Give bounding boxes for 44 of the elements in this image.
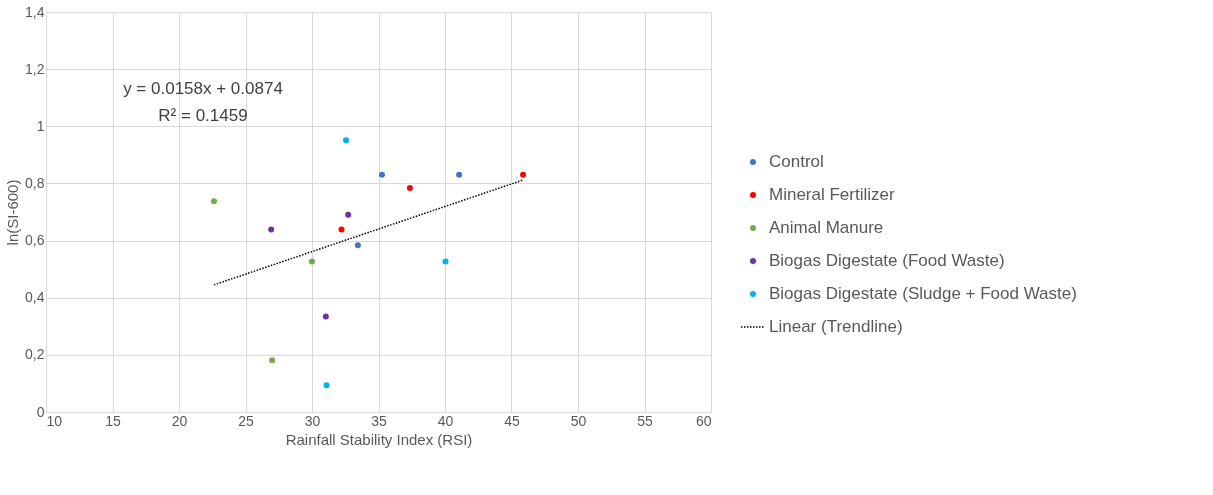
x-tick-label: 35 xyxy=(371,412,387,429)
y-axis-title: ln(SI-600) xyxy=(4,179,22,246)
point xyxy=(345,211,352,218)
point xyxy=(309,258,315,265)
legend-label: Animal Manure xyxy=(769,218,884,237)
y-tick-label: 0,6 xyxy=(25,232,45,249)
y-tick-label: 0,8 xyxy=(25,174,45,191)
y-tick-label: 1 xyxy=(36,117,45,134)
x-tick-label: 45 xyxy=(504,412,520,429)
point xyxy=(338,226,345,233)
x-axis-title: Rainfall Stability Index (RSI) xyxy=(285,430,473,448)
point xyxy=(406,185,413,191)
x-tick-label: 10 xyxy=(46,412,63,429)
point xyxy=(456,171,463,178)
x-tick-label: 25 xyxy=(238,412,254,429)
point xyxy=(520,171,527,178)
y-tick-label: 0 xyxy=(36,403,45,420)
legend-label: Biogas Digestate (Sludge + Food Waste) xyxy=(769,284,1077,303)
x-tick-label: 20 xyxy=(171,412,188,429)
point xyxy=(323,382,330,389)
y-tick-label: 1,4 xyxy=(25,3,45,20)
y-tick-label: 0,4 xyxy=(25,289,45,306)
legend-label: Biogas Digestate (Food Waste) xyxy=(769,251,1005,270)
x-tick-label: 60 xyxy=(695,412,712,429)
legend-label: Control xyxy=(769,152,824,171)
annotation: R² = 0.1459 xyxy=(158,106,248,125)
point xyxy=(268,226,275,233)
annotation: y = 0.0158x + 0.0874 xyxy=(123,79,283,98)
point xyxy=(322,313,329,320)
x-tick-label: 15 xyxy=(105,412,121,429)
point xyxy=(210,198,217,205)
x-tick-label: 50 xyxy=(570,412,587,429)
point xyxy=(269,357,276,364)
point xyxy=(378,171,385,178)
y-tick-label: 1,2 xyxy=(25,60,45,77)
legend-label: Mineral Fertilizer xyxy=(769,185,895,204)
y-tick-label: 0,2 xyxy=(25,346,45,363)
legend-label: Linear (Trendline) xyxy=(769,317,903,336)
x-tick-label: 55 xyxy=(637,412,653,429)
x-tick-label: 30 xyxy=(304,412,321,429)
x-tick-label: 40 xyxy=(437,412,454,429)
point xyxy=(354,242,361,249)
point xyxy=(343,137,350,144)
point xyxy=(442,258,449,265)
